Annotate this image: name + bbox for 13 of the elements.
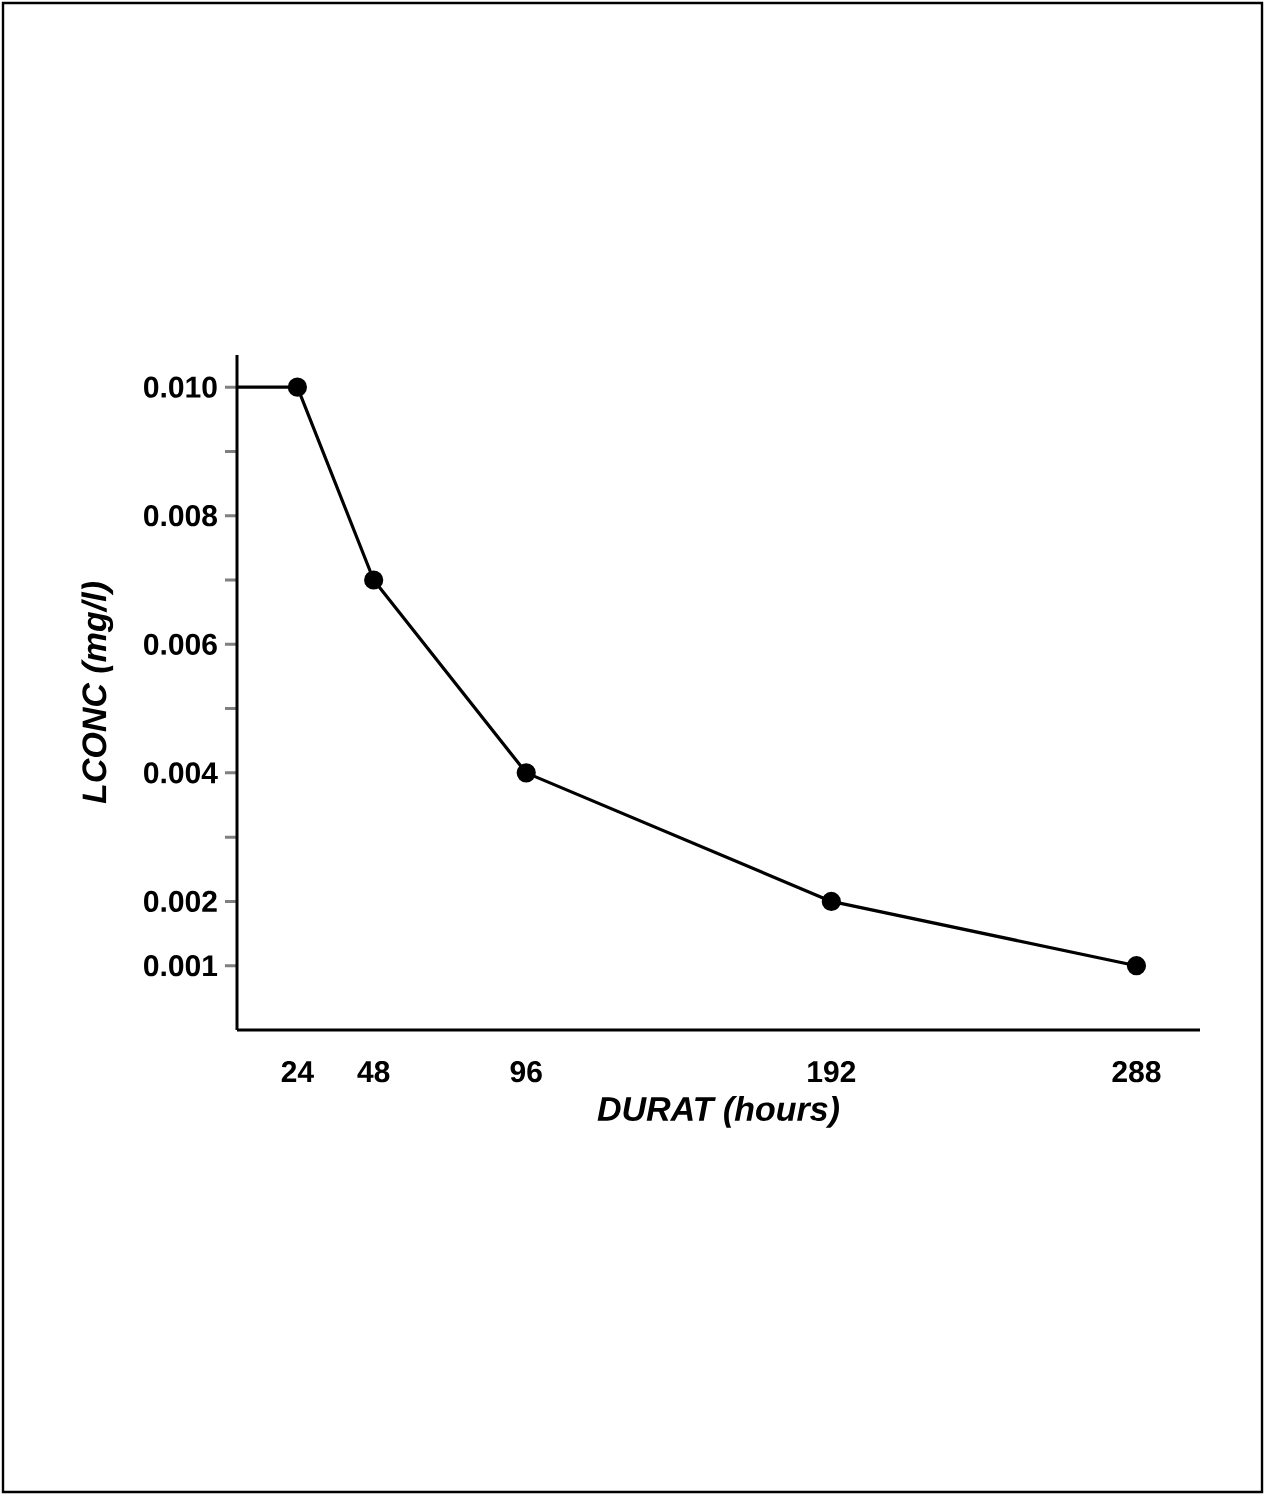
y-tick-label: 0.001 [144, 955, 218, 977]
y-tick-label: 0.002 [144, 890, 217, 913]
x-tick-label: 192 [808, 1061, 856, 1083]
y-tick-label: 0.010 [144, 376, 217, 398]
x-tick-label: 288 [1112, 1061, 1161, 1083]
x-tick-label: 48 [357, 1061, 390, 1083]
x-tick-label: 96 [510, 1061, 542, 1083]
y-axis-title: LCONC (mg/l) [81, 582, 114, 804]
y-tick-label: 0.008 [144, 505, 217, 527]
x-axis-title: DURAT (hours) [597, 1096, 839, 1128]
y-tick-label: 0.004 [144, 762, 218, 784]
x-tick-label: 24 [281, 1061, 314, 1083]
y-tick-label: 0.006 [144, 633, 217, 655]
